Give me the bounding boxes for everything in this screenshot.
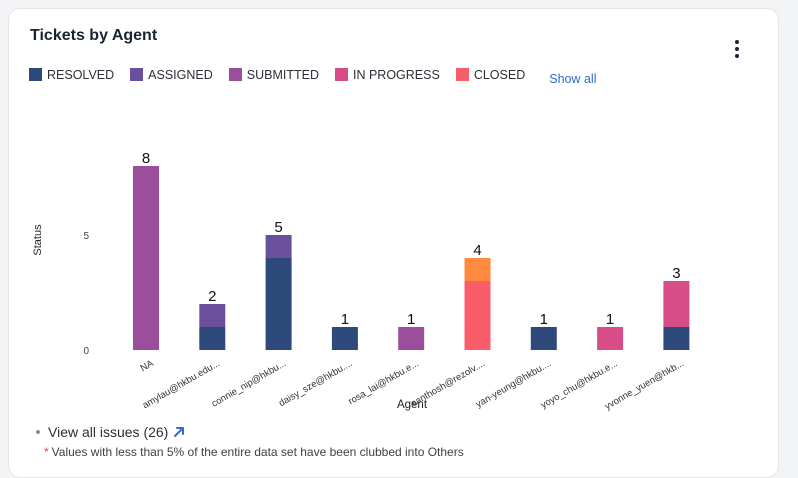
view-all-row: View all issues (26): [36, 424, 186, 440]
bar-total-label: 1: [407, 311, 415, 328]
legend-label: RESOLVED: [47, 67, 115, 82]
y-tick-label: 5: [83, 231, 89, 242]
bar-segment-resolved: [199, 327, 226, 350]
bar-total-label: 8: [142, 150, 150, 167]
legend-label: SUBMITTED: [246, 67, 319, 82]
legend-label: CLOSED: [473, 67, 526, 82]
view-all-issues-link[interactable]: View all issues (26): [48, 424, 169, 440]
legend-item-closed[interactable]: CLOSED: [455, 67, 526, 82]
bar-segment-in-progress: [663, 281, 690, 327]
bar-total-label: 5: [274, 219, 282, 236]
legend-item-submitted[interactable]: SUBMITTED: [228, 67, 319, 82]
bar-segment-submitted: [133, 166, 159, 350]
more-options-icon[interactable]: [725, 37, 749, 61]
bar-segment-submitted: [398, 327, 425, 350]
legend-swatch: [228, 68, 242, 81]
legend-item-assigned[interactable]: ASSIGNED: [130, 68, 213, 82]
bullet-dot: [36, 430, 40, 434]
stacked-bar-chart: 05Status8NA2amylau@hkbu.edu...5connie_ni…: [32, 150, 690, 412]
bar-segment-in-progress: [597, 327, 624, 350]
bar-total-label: 3: [672, 265, 680, 282]
bar-segment-resolved: [265, 258, 292, 350]
card-title: Tickets by Agent: [30, 27, 158, 44]
legend-swatch: [455, 68, 469, 81]
legend-item-resolved[interactable]: RESOLVED: [29, 68, 114, 82]
legend-item-in-progress[interactable]: IN PROGRESS: [335, 68, 440, 82]
legend-label: ASSIGNED: [148, 67, 213, 82]
show-all-link[interactable]: Show all: [549, 72, 597, 86]
bar-segment-other: [464, 258, 491, 281]
footnote-text: Values with less than 5% of the entire d…: [51, 445, 464, 459]
x-tick-label: daisy_sze@hkbu....: [277, 358, 354, 409]
tickets-by-agent-card: Tickets by Agent RESOLVED ASSIGNED SUBMI…: [8, 8, 779, 478]
bar-total-label: 2: [208, 288, 216, 305]
bar-total-label: 1: [540, 311, 548, 328]
x-tick-label: connie_nip@hkbu...: [210, 358, 288, 410]
x-axis-label: Agent: [397, 399, 428, 411]
bar-total-label: 1: [341, 311, 349, 328]
chart-legend: RESOLVED ASSIGNED SUBMITTED IN PROGRESS …: [29, 63, 596, 86]
bar-segment-assigned: [265, 235, 292, 258]
legend-swatch: [335, 68, 348, 81]
y-axis-label: Status: [32, 224, 44, 256]
footnote: * Values with less than 5% of the entire …: [44, 445, 464, 459]
bar-segment-assigned: [199, 304, 226, 327]
y-tick-label: 0: [83, 346, 89, 357]
legend-swatch: [29, 68, 42, 81]
bar-total-label: 1: [606, 311, 614, 328]
bar-segment-closed: [464, 281, 491, 350]
bar-segment-resolved: [663, 327, 690, 350]
x-tick-label: NA: [139, 358, 157, 374]
legend-label: IN PROGRESS: [353, 67, 440, 82]
legend-swatch: [130, 68, 144, 81]
footnote-asterisk: *: [44, 445, 49, 459]
bar-total-label: 4: [473, 242, 481, 259]
external-arrow-icon[interactable]: [172, 425, 186, 439]
bar-segment-resolved: [530, 327, 557, 350]
bar-segment-resolved: [331, 327, 358, 350]
